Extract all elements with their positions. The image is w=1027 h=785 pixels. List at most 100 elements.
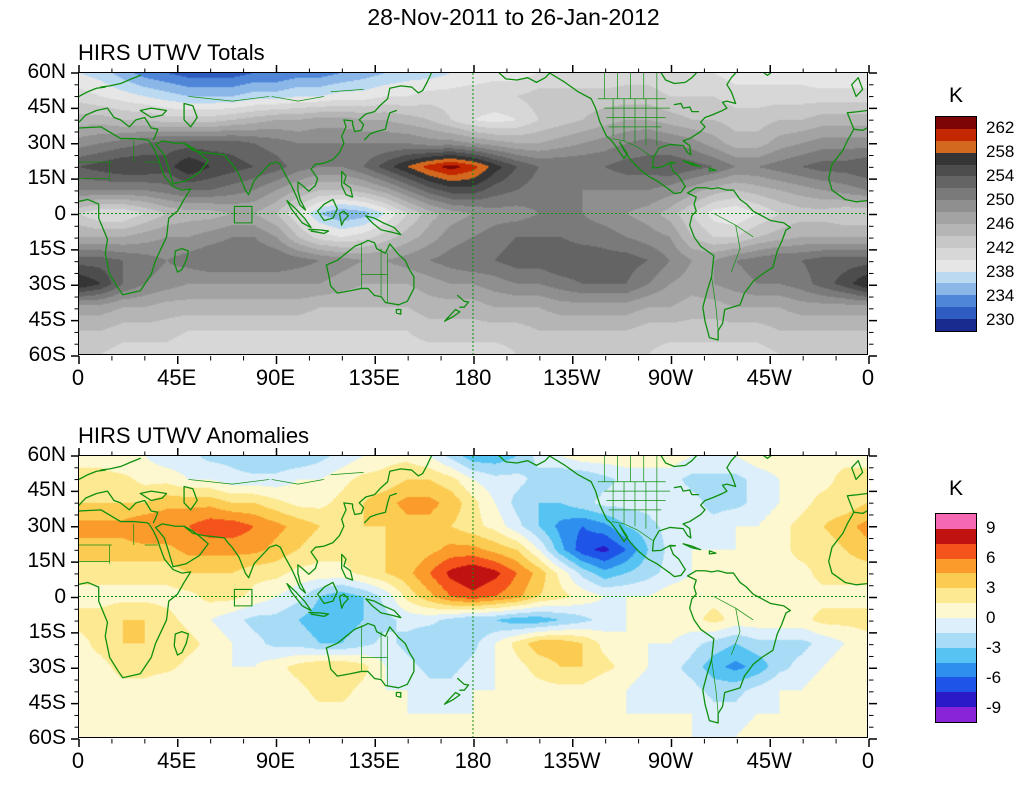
colorbar-cell — [936, 514, 976, 529]
colorbar-cell — [936, 212, 976, 225]
anomalies-colorbar — [935, 513, 977, 723]
y-tick-label: 60S — [28, 343, 66, 366]
colorbar-tick-label: 242 — [986, 238, 1015, 257]
colorbar-tick-label: 262 — [986, 118, 1015, 137]
x-tick-label: 135E — [348, 748, 400, 773]
x-tick-label: 45W — [746, 365, 792, 390]
colorbar-cell — [936, 647, 976, 663]
coastline-overlay — [79, 456, 867, 737]
colorbar-tick-label: 230 — [986, 310, 1015, 329]
colorbar-cell — [936, 558, 976, 574]
colorbar-tick-label: 246 — [986, 214, 1015, 233]
colorbar-cell — [936, 573, 976, 589]
x-tick-label: 180 — [454, 748, 492, 773]
colorbar-tick-label: 6 — [986, 548, 996, 567]
colorbar-cell — [936, 140, 976, 153]
y-tick-label: 15N — [27, 166, 66, 190]
x-tick-label: 45E — [157, 365, 197, 390]
anomalies-plot-area — [71, 448, 877, 747]
y-tick-label: 45N — [27, 95, 66, 119]
x-tick-label: 90W — [647, 748, 694, 773]
colorbar-cell — [936, 128, 976, 141]
y-tick-label: 15S — [28, 619, 66, 643]
y-tick-label: 30N — [27, 513, 66, 537]
y-axis-labels: 60N 45N 30N 15N 0 15S 30S 45S 60S — [0, 443, 70, 749]
y-tick-label: 60N — [27, 443, 66, 466]
colorbar-tick-label: 234 — [986, 286, 1015, 305]
colorbar-unit-label: K — [948, 84, 963, 107]
colorbar-cell — [936, 224, 976, 236]
colorbar-cell — [936, 259, 976, 272]
colorbar-cell — [936, 307, 976, 320]
colorbar-cell — [936, 295, 976, 308]
colorbar-tick-label: 0 — [986, 608, 996, 627]
y-tick-label: 30S — [28, 655, 66, 679]
colorbar-cell — [936, 662, 976, 678]
y-tick-label: 45N — [27, 478, 66, 502]
x-tick-label: 135E — [348, 365, 400, 390]
colorbar-cell — [936, 271, 976, 284]
colorbar-cell — [936, 235, 976, 248]
x-tick-label: 0 — [71, 748, 85, 773]
colorbar-cell — [936, 152, 976, 165]
totals-colorbar-labels: 262 258 254 250 246 242 238 234 230 — [986, 116, 1027, 332]
y-tick-label: 0 — [54, 201, 66, 225]
colorbar-tick-label: -3 — [986, 638, 1002, 657]
colorbar-cell — [936, 176, 976, 189]
x-axis-labels: 0 45E 90E 135E 180 135W 90W 45W 0 — [72, 748, 874, 776]
x-tick-label: 180 — [454, 365, 492, 390]
panel-title: HIRS UTWV Anomalies — [78, 423, 310, 448]
y-tick-label: 60N — [27, 60, 66, 83]
colorbar-cell — [936, 283, 976, 296]
totals-panel: HIRS UTWV Totals 60N 45N 30N 15N 0 15S 30S 45S 6… — [0, 38, 1027, 402]
x-tick-label: 45E — [157, 748, 197, 773]
coastline-overlay — [79, 73, 867, 354]
y-tick-label: 60S — [28, 726, 66, 749]
colorbar-cell — [936, 247, 976, 260]
x-tick-label: 90E — [255, 365, 296, 390]
x-tick-label: 90E — [255, 748, 296, 773]
colorbar-cell — [936, 632, 976, 648]
colorbar-cell — [936, 603, 976, 619]
y-tick-label: 15N — [27, 549, 66, 573]
y-tick-label: 30N — [27, 130, 66, 154]
anomalies-colorbar-labels: 9 6 3 0 -3 -6 -9 — [986, 513, 1027, 723]
colorbar-cell — [936, 528, 976, 544]
colorbar-cell — [936, 117, 976, 129]
colorbar-tick-label: -9 — [986, 698, 1002, 717]
colorbar-tick-label: 3 — [986, 578, 996, 597]
colorbar-cell — [936, 618, 976, 633]
panel-title: HIRS UTWV Totals — [78, 40, 265, 65]
anomalies-panel: HIRS UTWV Anomalies 60N 45N 30N 15N 0 15S 30S 4… — [0, 421, 1027, 785]
x-tick-label: 45W — [746, 748, 792, 773]
colorbar-tick-label: 238 — [986, 262, 1015, 281]
totals-colorbar — [935, 116, 977, 332]
colorbar-cell — [936, 188, 976, 201]
y-tick-label: 45S — [28, 307, 66, 331]
colorbar-cell — [936, 543, 976, 559]
colorbar-tick-label: 258 — [986, 141, 1015, 161]
colorbar-tick-label: 254 — [986, 166, 1015, 185]
colorbar-cell — [936, 588, 976, 604]
world-coastlines-use — [79, 456, 867, 737]
colorbar-tick-label: 250 — [986, 190, 1015, 209]
colorbar-unit-label: K — [948, 477, 963, 500]
x-axis-labels: 0 45E 90E 135E 180 135W 90W 45W 0 — [72, 365, 874, 393]
x-tick-label: 0 — [861, 365, 875, 390]
totals-plot-area — [71, 65, 877, 364]
y-axis-labels: 60N 45N 30N 15N 0 15S 30S 45S 60S — [0, 60, 70, 366]
figure-title: 28-Nov-2011 to 26-Jan-2012 — [367, 4, 660, 30]
x-tick-label: 0 — [861, 748, 875, 773]
colorbar-cell — [936, 200, 976, 213]
y-tick-label: 15S — [28, 236, 66, 260]
y-tick-label: 45S — [28, 690, 66, 714]
y-tick-label: 30S — [28, 272, 66, 296]
x-tick-label: 90W — [647, 365, 694, 390]
colorbar-tick-label: 9 — [986, 518, 996, 537]
colorbar-cell — [936, 164, 976, 177]
y-tick-label: 0 — [54, 584, 66, 608]
x-tick-label: 0 — [71, 365, 85, 390]
colorbar-cell — [936, 692, 976, 708]
colorbar-cell — [936, 707, 976, 723]
